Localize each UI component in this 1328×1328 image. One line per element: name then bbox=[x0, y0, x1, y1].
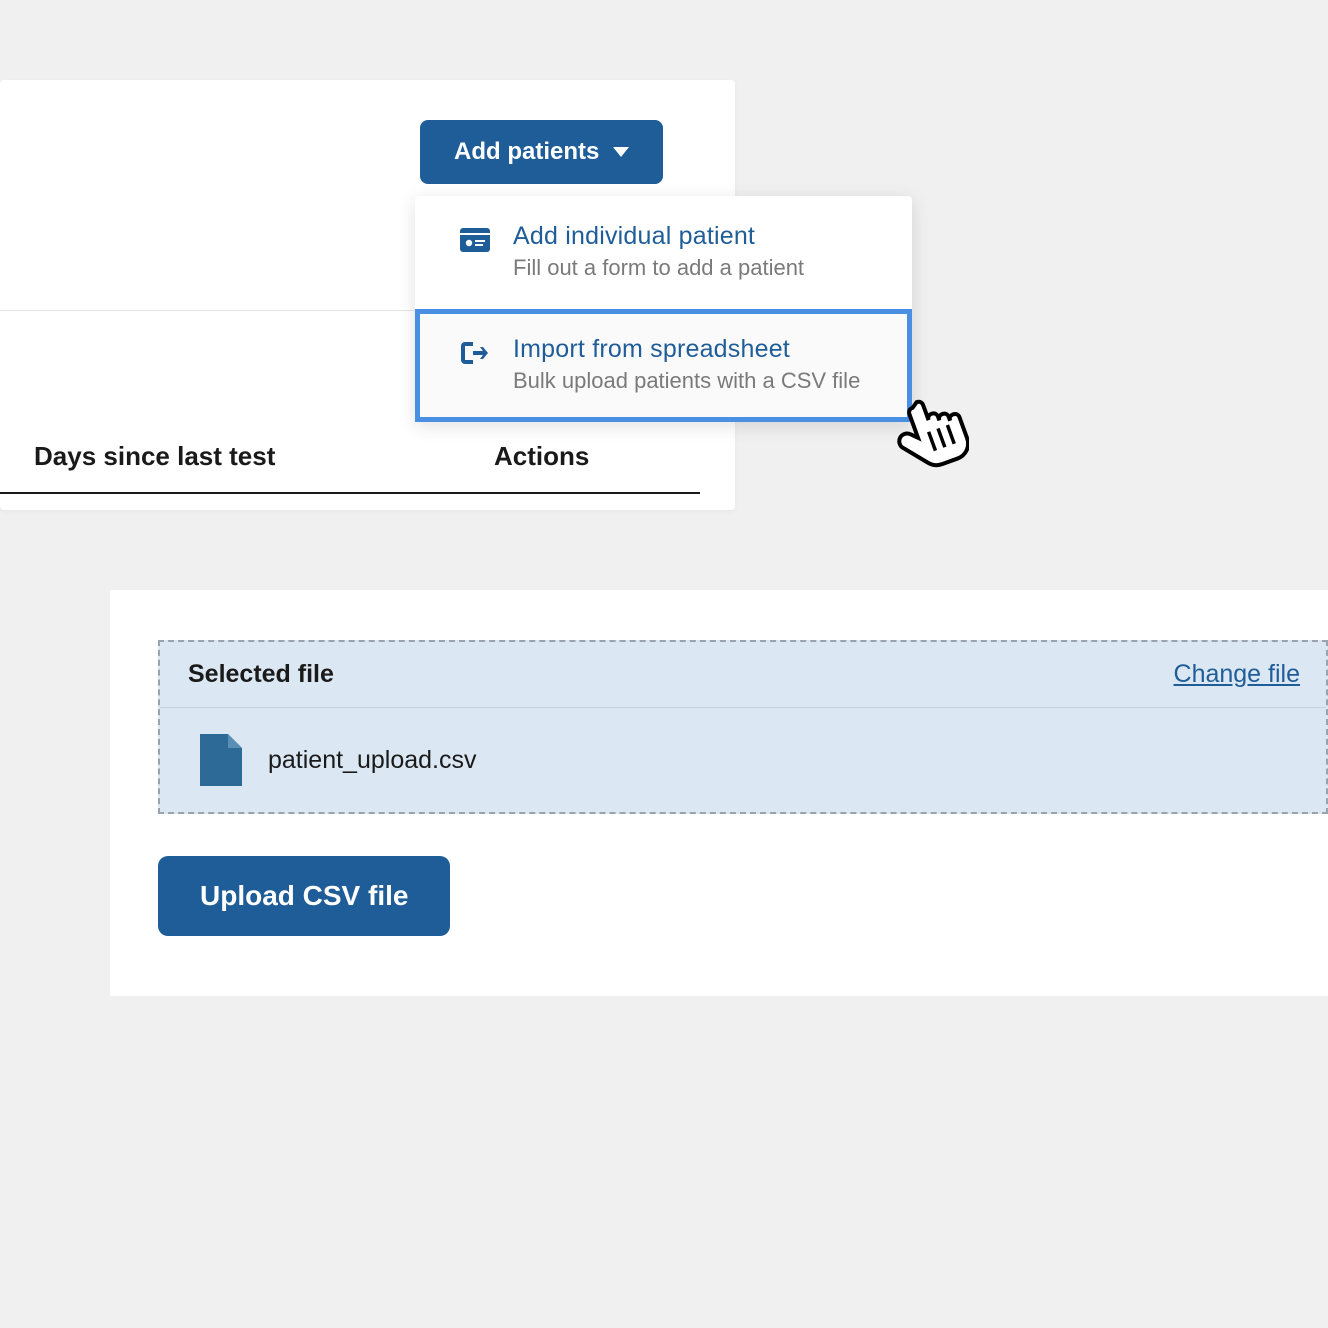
file-name: patient_upload.csv bbox=[268, 746, 476, 775]
selected-file-box: Selected file Change file patient_upload… bbox=[158, 640, 1328, 814]
file-icon bbox=[200, 734, 242, 786]
column-header-actions: Actions bbox=[494, 441, 589, 472]
dropdown-item-import-spreadsheet[interactable]: Import from spreadsheet Bulk upload pati… bbox=[415, 309, 912, 422]
add-patients-button[interactable]: Add patients bbox=[420, 120, 663, 184]
upload-panel: Selected file Change file patient_upload… bbox=[110, 590, 1328, 996]
dropdown-item-desc: Fill out a form to add a patient bbox=[513, 255, 804, 281]
add-patients-label: Add patients bbox=[454, 138, 599, 166]
selected-file-title: Selected file bbox=[188, 660, 334, 689]
upload-csv-button[interactable]: Upload CSV file bbox=[158, 856, 450, 936]
table-header-row: Days since last test Actions bbox=[0, 417, 700, 494]
pointer-cursor-icon bbox=[879, 375, 969, 480]
caret-down-icon bbox=[613, 147, 629, 157]
dropdown-item-add-individual[interactable]: Add individual patient Fill out a form t… bbox=[415, 196, 912, 309]
file-row: patient_upload.csv bbox=[160, 708, 1326, 812]
change-file-link[interactable]: Change file bbox=[1174, 660, 1300, 689]
dropdown-item-desc: Bulk upload patients with a CSV file bbox=[513, 368, 860, 394]
dropdown-item-title: Import from spreadsheet bbox=[513, 335, 860, 364]
dropdown-text: Import from spreadsheet Bulk upload pati… bbox=[513, 335, 860, 394]
column-header-days: Days since last test bbox=[34, 441, 464, 472]
file-box-header: Selected file Change file bbox=[160, 642, 1326, 708]
export-icon bbox=[459, 337, 491, 369]
dropdown-text: Add individual patient Fill out a form t… bbox=[513, 222, 804, 281]
id-card-icon bbox=[459, 224, 491, 256]
dropdown-item-title: Add individual patient bbox=[513, 222, 804, 251]
add-patients-dropdown: Add individual patient Fill out a form t… bbox=[415, 196, 912, 422]
